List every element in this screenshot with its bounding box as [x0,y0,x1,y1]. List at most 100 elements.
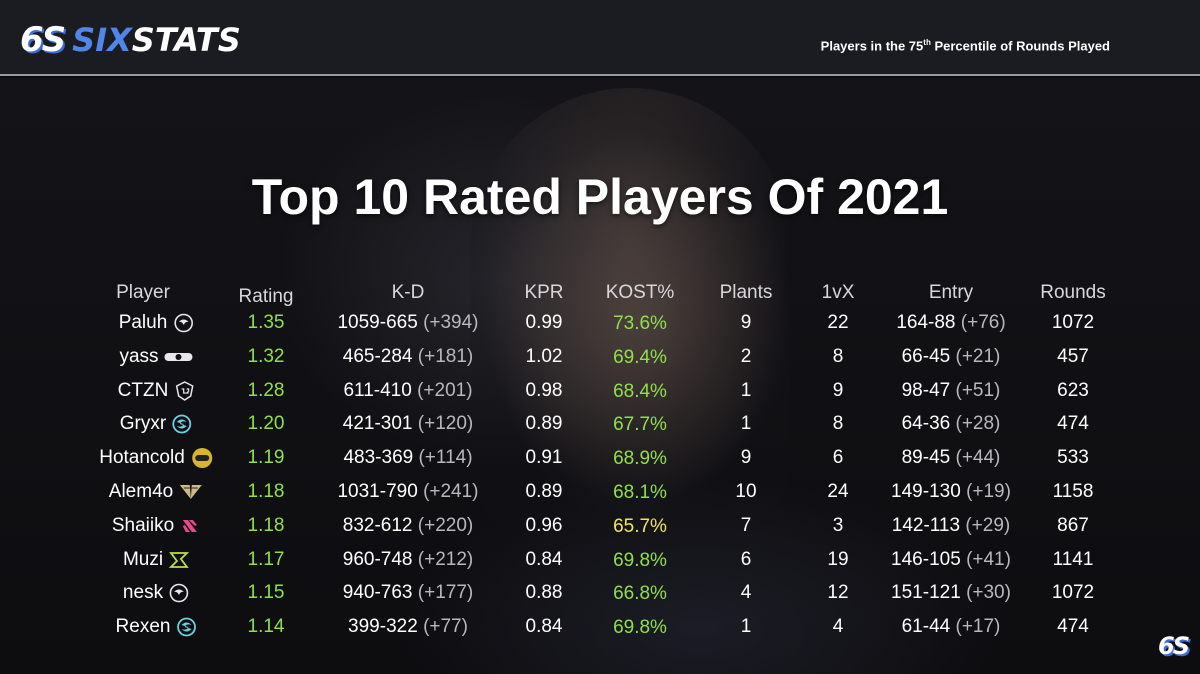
header-bar: 6S SIXSTATS Players in the 75th Percenti… [0,0,1200,76]
kd-diff: (+394) [423,312,479,333]
rounds-cell: 1072 [1051,312,1095,333]
column-header-rounds: Rounds [1040,282,1106,303]
rounds-cell: 457 [1057,345,1089,367]
entry-cell: 64-36 (+28) [902,413,1001,435]
player-photo-silhouette [470,88,790,528]
player-cell: nesk [123,582,189,604]
rating-cell: 1.15 [247,582,285,604]
kd-diff: (+177) [417,582,474,604]
entry-cell: 66-45 (+21) [902,346,1001,368]
logo-wordmark: SIXSTATS [72,21,241,59]
column-header-plants: Plants [719,282,773,303]
rating-cell: 1.35 [247,312,285,333]
rounds-cell: 867 [1057,514,1089,536]
rating-cell: 1.18 [247,481,285,502]
kd-cell: 940-763 (+177) [343,582,473,604]
subtitle-post: Percentile of Rounds Played [930,38,1110,54]
entry-value: 61-44 [901,616,951,638]
player-name: Alem4o [108,481,174,502]
kpr-cell: 0.89 [525,481,563,502]
kost-cell: 65.7% [613,515,667,537]
entry-cell: 142-113 (+29) [892,515,1011,537]
1vx-cell: 8 [832,413,844,435]
1vx-cell: 6 [832,447,844,469]
kd-diff: (+120) [417,413,474,435]
kpr-cell: 0.84 [525,616,563,638]
column-header-1vx: 1vX [821,282,855,303]
subtitle-sup: th [923,38,931,47]
kost-cell: 69.8% [613,549,667,571]
entry-diff: (+19) [966,481,1011,502]
entry-diff: (+30) [966,582,1011,604]
kd-diff: (+241) [423,481,479,502]
kd-value: 483-369 [343,447,414,469]
rounds-cell: 623 [1057,379,1089,401]
plants-cell: 6 [740,548,752,570]
kd-diff: (+201) [417,379,473,401]
entry-value: 151-121 [891,582,961,604]
header-subtitle: Players in the 75th Percentile of Rounds… [821,38,1110,53]
entry-diff: (+44) [955,447,1001,469]
entry-diff: (+21) [955,345,1001,367]
player-name: Rexen [115,616,171,638]
rating-cell: 1.32 [247,345,285,367]
team-swirl-icon [176,617,196,637]
rating-cell: 1.14 [247,616,285,638]
kd-diff: (+114) [418,447,473,469]
column-header-entry: Entry [928,282,974,303]
plants-cell: 1 [740,413,752,435]
player-name: CTZN [117,379,169,401]
kd-value: 960-748 [342,548,413,570]
subtitle-pre: Players in the 75 [820,38,924,54]
kpr-cell: 0.91 [525,447,563,469]
rating-cell: 1.19 [247,447,285,469]
kpr-cell: 0.96 [525,514,563,536]
entry-diff: (+17) [955,616,1001,638]
player-name: Hotancold [99,447,185,469]
entry-value: 142-113 [891,514,961,536]
entry-diff: (+29) [965,514,1011,536]
entry-diff: (+51) [955,379,1001,401]
column-header-kpr: KPR [524,282,564,303]
player-cell: Gryxr [120,413,192,435]
player-cell: Paluh [119,312,194,334]
1vx-cell: 12 [827,582,849,604]
entry-cell: 61-44 (+17) [902,616,1001,638]
kd-diff: (+212) [417,548,474,570]
entry-cell: 89-45 (+44) [902,447,1001,469]
kost-cell: 67.7% [613,414,667,436]
team-bds-icon [180,516,200,536]
kd-cell: 1031-790 (+241) [337,481,478,503]
entry-cell: 151-121 (+30) [891,582,1011,604]
kd-cell: 960-748 (+212) [343,549,473,571]
sixstats-logo[interactable]: 6S SIXSTATS [20,20,241,60]
page-title: Top 10 Rated Players Of 2021 [251,169,949,225]
kost-cell: 68.9% [613,448,667,470]
kd-cell: 1059-665 (+394) [337,312,478,334]
1vx-cell: 19 [827,548,849,570]
player-cell: Hotancold [99,447,213,469]
plants-cell: 9 [740,312,752,333]
1vx-cell: 9 [832,379,844,401]
kd-value: 1031-790 [337,481,418,502]
rating-cell: 1.28 [247,379,285,401]
1vx-cell: 4 [832,616,844,638]
rounds-cell: 1072 [1051,582,1095,604]
player-cell: Rexen [116,616,197,638]
entry-cell: 146-105 (+41) [891,549,1011,571]
kd-value: 421-301 [342,413,413,435]
team-liquid-icon [173,313,193,333]
entry-diff: (+76) [960,312,1006,333]
rounds-cell: 533 [1057,447,1089,469]
1vx-cell: 24 [827,481,849,502]
kost-cell: 73.6% [613,313,667,334]
g2-esports-icon [174,380,194,401]
ninjas-in-pyjamas-icon [169,550,190,570]
kpr-cell: 0.88 [525,582,563,604]
spacestation-icon [191,447,213,469]
player-name: Muzi [122,548,164,570]
column-header-kd: K-D [391,282,425,303]
kpr-cell: 0.98 [525,379,563,401]
rounds-cell: 474 [1057,413,1089,435]
kpr-cell: 0.89 [525,413,563,435]
